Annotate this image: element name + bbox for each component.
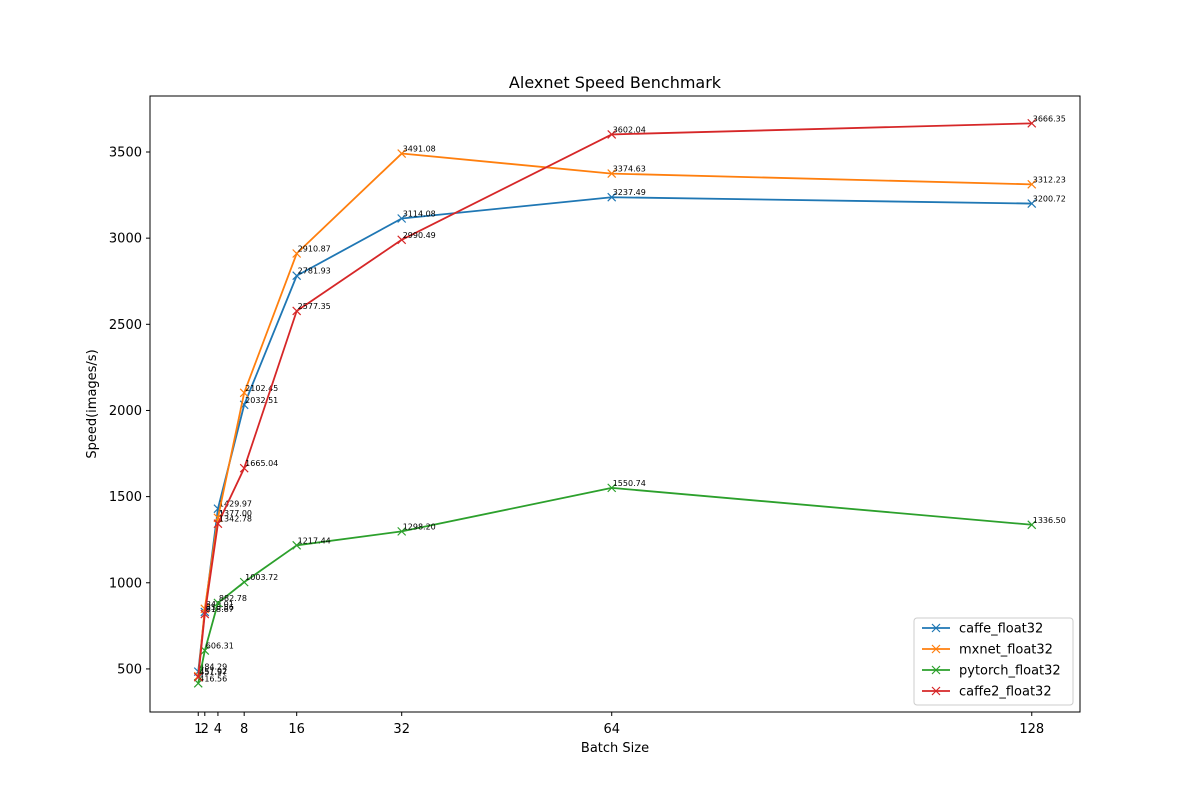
- data-label: 1342.78: [219, 515, 252, 524]
- data-label: 2032.51: [245, 396, 278, 405]
- data-point-marker: [607, 129, 617, 139]
- data-label: 3312.23: [1033, 175, 1066, 184]
- data-point-marker: [397, 149, 407, 158]
- data-point-marker: [239, 388, 249, 398]
- x-tick-label: 64: [603, 722, 620, 737]
- legend-marker: [931, 686, 941, 696]
- data-label: 3114.08: [403, 209, 436, 218]
- data-point-marker: [292, 306, 302, 316]
- data-point-marker: [239, 577, 249, 587]
- data-label: 3666.35: [1033, 114, 1066, 123]
- data-label: 1298.20: [403, 522, 436, 531]
- plot-frame: [149, 95, 1081, 713]
- x-tick-label: 32: [393, 722, 410, 737]
- data-point-marker: [193, 672, 203, 682]
- data-point-marker: [607, 483, 617, 493]
- series-pytorch_float32: 416.56 606.31 882.78 1003.72 1217.44 1298.20 1…: [193, 479, 1066, 688]
- x-tick-label: 1: [194, 722, 202, 737]
- data-label: 2910.87: [298, 245, 331, 254]
- data-point-marker: [1027, 118, 1037, 128]
- y-axis: 500 1000 1500 2000 2500 3000 3500: [109, 146, 150, 677]
- data-label: 882.78: [219, 594, 247, 603]
- data-label: 1336.50: [1033, 516, 1066, 525]
- data-point-marker: [397, 235, 407, 245]
- data-point-marker: [213, 519, 223, 529]
- data-point-marker: [1027, 520, 1037, 530]
- data-point-marker: [239, 463, 249, 473]
- data-label: 3374.63: [613, 165, 646, 174]
- data-label: 2102.45: [245, 384, 278, 393]
- chart-title: Alexnet Speed Benchmark: [509, 73, 722, 92]
- data-label: 1429.97: [219, 500, 252, 509]
- data-point-marker: [1027, 199, 1037, 208]
- data-label: 3602.04: [613, 125, 646, 134]
- series-line: [197, 122, 1032, 678]
- legend-entry: pytorch_float32: [922, 664, 1061, 679]
- data-label: 1003.72: [245, 573, 278, 582]
- series-line: [197, 486, 1032, 684]
- data-point-marker: [607, 192, 617, 202]
- data-label: 2577.35: [298, 302, 331, 311]
- data-label: 830.56: [206, 603, 234, 612]
- x-axis-label: Batch Size: [581, 741, 649, 756]
- y-tick-label: 1500: [109, 490, 142, 505]
- legend-entry: caffe_float32: [922, 622, 1043, 637]
- data-label: 606.31: [206, 642, 234, 651]
- data-point-marker: [397, 526, 407, 536]
- y-tick-label: 3000: [109, 232, 142, 247]
- data-label: 1550.74: [613, 479, 646, 488]
- legend-box: [913, 617, 1074, 706]
- y-tick-label: 3500: [109, 146, 142, 161]
- legend: caffe_float32 mxnet_float32 pytorch_float3…: [913, 617, 1074, 706]
- legend-label: pytorch_float32: [959, 664, 1061, 679]
- x-axis: 12 4 8 16 32 64 128: [194, 712, 1044, 737]
- series-caffe2_float32: 451.97 818.67 1342.78 1665.04 2577.35 2990.49…: [193, 114, 1066, 682]
- data-label: 3491.08: [403, 145, 436, 154]
- data-label: 451.97: [199, 668, 227, 677]
- legend-entry: caffe2_float32: [922, 685, 1052, 700]
- data-label: 484.29: [199, 663, 227, 672]
- data-point-marker: [292, 271, 302, 281]
- data-point-marker: [397, 214, 407, 223]
- x-tick-label: 8: [240, 722, 248, 737]
- data-point-marker: [607, 169, 617, 179]
- data-label: 3237.49: [613, 188, 646, 197]
- data-label: 1665.04: [245, 459, 278, 468]
- data-point-marker: [292, 249, 302, 258]
- data-label: 416.56: [199, 674, 227, 683]
- legend-marker: [931, 623, 941, 633]
- x-tick-label: 4: [214, 722, 222, 737]
- x-tick-label: 2: [201, 722, 209, 737]
- data-point-marker: [213, 598, 223, 608]
- legend-marker: [931, 644, 941, 654]
- legend-label: caffe_float32: [959, 622, 1043, 637]
- legend-label: caffe2_float32: [959, 685, 1052, 700]
- data-point-marker: [200, 609, 210, 619]
- legend-marker: [931, 665, 941, 675]
- plot-area: 484.29 830.56 1429.97 2032.51 2781.93 3114.08…: [193, 114, 1066, 688]
- data-label: 2990.49: [403, 231, 436, 240]
- data-label: 818.67: [206, 605, 234, 614]
- data-point-marker: [1027, 179, 1037, 189]
- data-point-marker: [292, 540, 302, 550]
- data-label: 3200.72: [1033, 195, 1066, 204]
- data-label: 2781.93: [298, 267, 331, 276]
- legend-entry: mxnet_float32: [922, 643, 1053, 658]
- data-label: 1377.00: [219, 509, 252, 518]
- x-tick-label: 128: [1019, 722, 1044, 737]
- y-tick-label: 2500: [109, 318, 142, 333]
- x-tick-label: 16: [288, 722, 305, 737]
- y-tick-label: 2000: [109, 404, 142, 419]
- y-axis-label: Speed(images/s): [85, 349, 100, 458]
- data-label: 457.92: [199, 667, 227, 676]
- y-tick-label: 1000: [109, 576, 142, 591]
- legend-label: mxnet_float32: [959, 643, 1053, 658]
- y-tick-label: 500: [117, 662, 142, 677]
- data-label: 1217.44: [298, 536, 331, 545]
